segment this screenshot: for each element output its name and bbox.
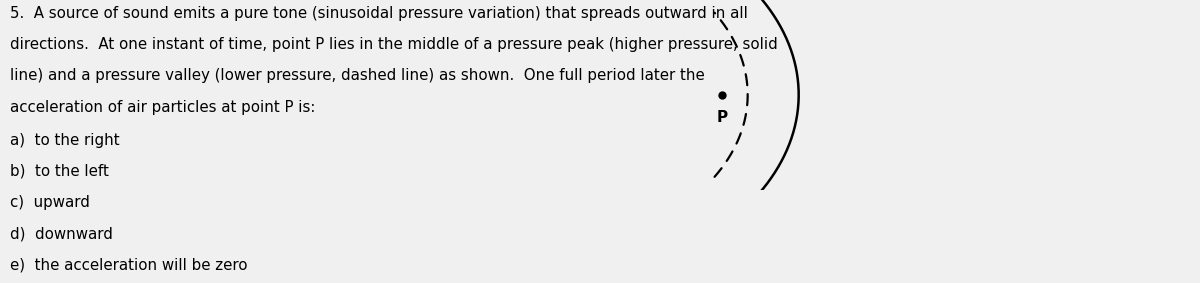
Text: d)  downward: d) downward bbox=[10, 226, 113, 241]
Text: line) and a pressure valley (lower pressure, dashed line) as shown.  One full pe: line) and a pressure valley (lower press… bbox=[10, 68, 704, 83]
Text: e)  the acceleration will be zero: e) the acceleration will be zero bbox=[10, 258, 247, 273]
Text: c)  upward: c) upward bbox=[10, 195, 90, 210]
Text: acceleration of air particles at point P is:: acceleration of air particles at point P… bbox=[10, 100, 314, 115]
Text: 5.  A source of sound emits a pure tone (sinusoidal pressure variation) that spr: 5. A source of sound emits a pure tone (… bbox=[10, 6, 748, 21]
Text: b)  to the left: b) to the left bbox=[10, 164, 108, 179]
Text: P: P bbox=[716, 110, 727, 125]
Text: a)  to the right: a) to the right bbox=[10, 133, 119, 148]
Text: directions.  At one instant of time, point P lies in the middle of a pressure pe: directions. At one instant of time, poin… bbox=[10, 37, 778, 52]
